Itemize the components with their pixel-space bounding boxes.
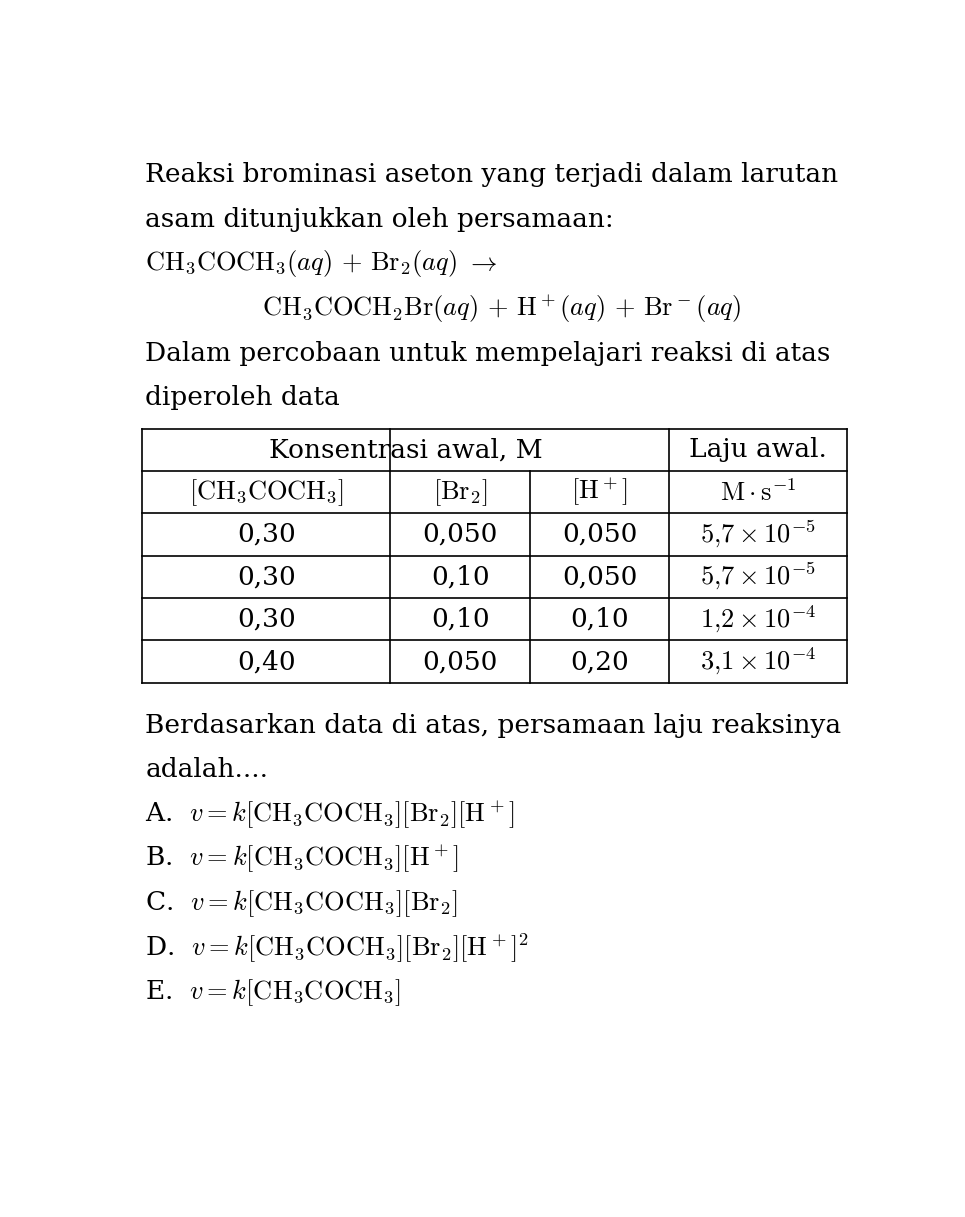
Text: $\mathrm{CH_3COCH_3}$$(aq)$ $+$ $\mathrm{Br_2}$$(aq)$ $\rightarrow$: $\mathrm{CH_3COCH_3}$$(aq)$ $+$ $\mathrm… <box>146 248 498 280</box>
Text: $5{,}7 \times 10^{-5}$: $5{,}7 \times 10^{-5}$ <box>701 518 815 550</box>
Text: 0,20: 0,20 <box>570 649 629 674</box>
Text: 0,050: 0,050 <box>562 522 637 546</box>
Text: $[\mathrm{CH_3COCH_3}]$: $[\mathrm{CH_3COCH_3}]$ <box>189 477 344 507</box>
Text: asam ditunjukkan oleh persamaan:: asam ditunjukkan oleh persamaan: <box>146 207 614 231</box>
Text: Reaksi brominasi aseton yang terjadi dalam larutan: Reaksi brominasi aseton yang terjadi dal… <box>146 162 839 187</box>
Text: 0,050: 0,050 <box>423 522 498 546</box>
Text: 0,050: 0,050 <box>562 565 637 589</box>
Text: $[\mathrm{Br_2}]$: $[\mathrm{Br_2}]$ <box>432 477 487 507</box>
Text: D.  $v = k[\mathrm{CH_3COCH_3}][\mathrm{Br_2}][\mathrm{H^+}]^2$: D. $v = k[\mathrm{CH_3COCH_3}][\mathrm{B… <box>146 932 530 965</box>
Text: 0,10: 0,10 <box>570 607 629 632</box>
Text: Berdasarkan data di atas, persamaan laju reaksinya: Berdasarkan data di atas, persamaan laju… <box>146 713 841 738</box>
Text: $\mathrm{M \cdot s^{-1}}$: $\mathrm{M \cdot s^{-1}}$ <box>720 478 796 505</box>
Text: 0,10: 0,10 <box>430 607 489 632</box>
Text: $5{,}7 \times 10^{-5}$: $5{,}7 \times 10^{-5}$ <box>701 561 815 593</box>
Text: C.  $v = k[\mathrm{CH_3COCH_3}][\mathrm{Br_2}]$: C. $v = k[\mathrm{CH_3COCH_3}][\mathrm{B… <box>146 888 457 919</box>
Text: Dalam percobaan untuk mempelajari reaksi di atas: Dalam percobaan untuk mempelajari reaksi… <box>146 341 831 365</box>
Text: A.  $v = k[\mathrm{CH_3COCH_3}][\mathrm{Br_2}][\mathrm{H^+}]$: A. $v = k[\mathrm{CH_3COCH_3}][\mathrm{B… <box>146 798 515 830</box>
Text: diperoleh data: diperoleh data <box>146 386 341 410</box>
Text: $[\mathrm{H^+}]$: $[\mathrm{H^+}]$ <box>571 476 628 509</box>
Text: 0,050: 0,050 <box>423 649 498 674</box>
Text: $1{,}2 \times 10^{-4}$: $1{,}2 \times 10^{-4}$ <box>700 604 816 635</box>
Text: 0,30: 0,30 <box>237 607 295 632</box>
Text: 0,30: 0,30 <box>237 565 295 589</box>
Text: 0,10: 0,10 <box>430 565 489 589</box>
Text: B.  $v = k[\mathrm{CH_3COCH_3}][\mathrm{H^+}]$: B. $v = k[\mathrm{CH_3COCH_3}][\mathrm{H… <box>146 843 459 875</box>
Text: 0,40: 0,40 <box>237 649 295 674</box>
Text: $\mathrm{CH_3COCH_2Br}$$(aq)$ $+$ $\mathrm{H^+}$$(aq)$ $+$ $\mathrm{Br^-}$$(aq)$: $\mathrm{CH_3COCH_2Br}$$(aq)$ $+$ $\math… <box>262 292 741 325</box>
Text: Konsentrasi awal, M: Konsentrasi awal, M <box>269 437 542 462</box>
Text: adalah....: adalah.... <box>146 757 268 783</box>
Text: $3{,}1 \times 10^{-4}$: $3{,}1 \times 10^{-4}$ <box>700 646 816 677</box>
Text: E.  $v = k[\mathrm{CH_3COCH_3}]$: E. $v = k[\mathrm{CH_3COCH_3}]$ <box>146 977 401 1009</box>
Text: Laju awal.: Laju awal. <box>689 437 827 462</box>
Text: 0,30: 0,30 <box>237 522 295 546</box>
